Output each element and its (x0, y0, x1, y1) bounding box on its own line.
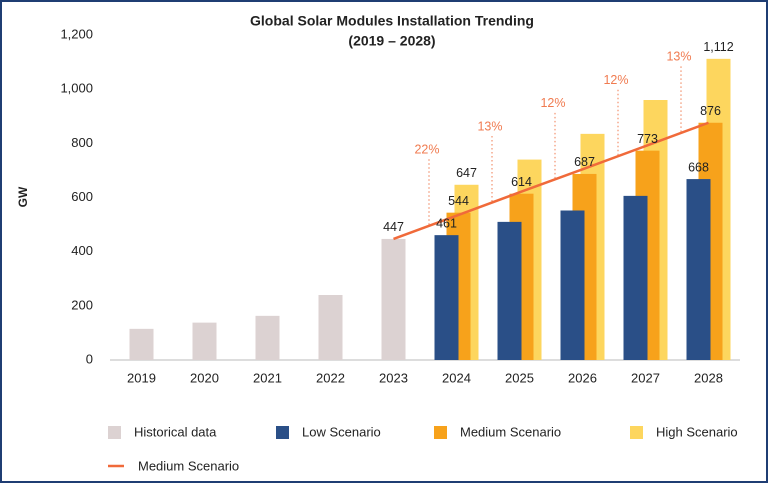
chart-subtitle: (2019 – 2028) (348, 33, 435, 49)
legend-label: Low Scenario (302, 424, 381, 439)
bar (560, 210, 585, 360)
x-tick-label: 2028 (694, 370, 723, 385)
x-tick-label: 2027 (631, 370, 660, 385)
annotation: 12% (603, 73, 628, 87)
legend-label: Historical data (134, 424, 217, 439)
bar (255, 315, 280, 360)
x-tick-label: 2024 (442, 370, 471, 385)
bar (318, 295, 343, 360)
x-tick-label: 2026 (568, 370, 597, 385)
legend-swatch (434, 426, 447, 439)
data-label: 544 (448, 194, 469, 208)
legend-label: High Scenario (656, 424, 738, 439)
bar (434, 235, 459, 360)
y-tick-label: 400 (71, 243, 93, 258)
bar (192, 322, 217, 360)
legend-label: Medium Scenario (138, 458, 239, 473)
data-label: 647 (456, 166, 477, 180)
legend-swatch (276, 426, 289, 439)
annotation: 12% (540, 96, 565, 110)
y-tick-label: 200 (71, 297, 93, 312)
bar (129, 328, 154, 360)
annotation: 22% (414, 143, 439, 157)
annotation: 13% (666, 50, 691, 64)
data-label: 614 (511, 175, 532, 189)
data-label: 447 (383, 220, 404, 234)
y-tick-label: 1,000 (60, 81, 93, 96)
x-tick-label: 2025 (505, 370, 534, 385)
data-label: 1,112 (703, 40, 733, 54)
x-tick-label: 2023 (379, 370, 408, 385)
trend-line (393, 121, 709, 241)
data-label: 773 (637, 132, 658, 146)
x-tick-label: 2022 (316, 370, 345, 385)
legend-swatch (108, 426, 121, 439)
annotation: 13% (477, 119, 502, 133)
bar (497, 221, 522, 360)
legend-label: Medium Scenario (460, 424, 561, 439)
x-tick-label: 2021 (253, 370, 282, 385)
data-label: 876 (700, 104, 721, 118)
y-tick-label: 600 (71, 189, 93, 204)
y-tick-label: 800 (71, 135, 93, 150)
chart-title: Global Solar Modules Installation Trendi… (250, 13, 534, 29)
bar (381, 238, 406, 360)
legend-swatch (630, 426, 643, 439)
data-label: 461 (436, 216, 457, 230)
x-tick-label: 2019 (127, 370, 156, 385)
y-tick-label: 1,200 (60, 26, 93, 41)
x-tick-label: 2020 (190, 370, 219, 385)
bar (686, 179, 711, 360)
data-label: 668 (688, 160, 709, 174)
y-axis-label: GW (16, 186, 30, 207)
y-tick-label: 0 (86, 351, 93, 366)
data-label: 687 (574, 155, 595, 169)
bar (623, 195, 648, 360)
